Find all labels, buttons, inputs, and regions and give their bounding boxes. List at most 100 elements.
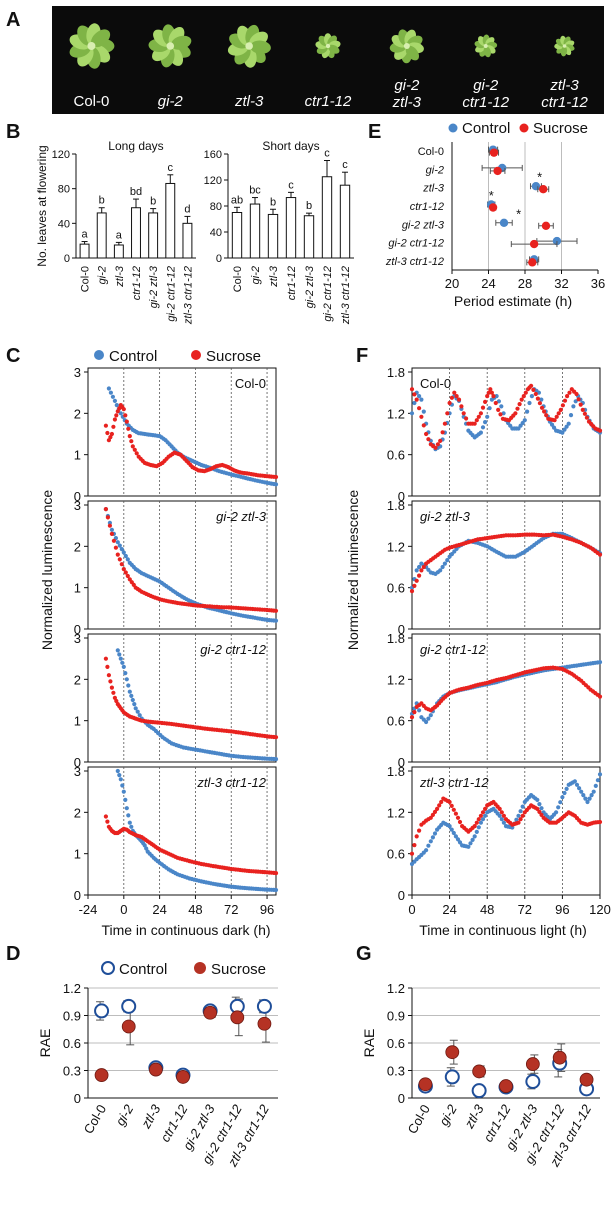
sucrose-luminescence-point [414, 834, 419, 839]
x-category-label: gi-2 ctr1-12 [165, 266, 177, 322]
sucrose-luminescence-point [556, 411, 561, 416]
sucrose-luminescence-point [542, 409, 547, 414]
rosette-leaf [483, 46, 491, 58]
panel-letter-g: G [356, 943, 372, 965]
sucrose-luminescence-point [544, 413, 549, 418]
control-luminescence-point [566, 421, 571, 426]
x-tick-label: 32 [554, 276, 568, 291]
sucrose-luminescence-point [453, 811, 458, 816]
sucrose-period-point [528, 258, 537, 267]
control-luminescence-point [581, 793, 586, 798]
control-luminescence-point [585, 799, 590, 805]
photo-genotype-label: ztl-3 [549, 77, 579, 94]
sucrose-luminescence-point [455, 815, 461, 820]
sucrose-period-point [539, 185, 548, 194]
bar [321, 176, 333, 259]
bar [96, 212, 107, 259]
sucrose-luminescence-point [119, 562, 124, 567]
bar [165, 182, 176, 259]
y-tick-label: 0 [74, 888, 81, 903]
sucrose-luminescence-point [121, 407, 126, 412]
sucrose-luminescence-point [478, 411, 483, 416]
rosette-leaf [405, 45, 420, 61]
control-luminescence-point [127, 689, 132, 694]
sucrose-luminescence-point [449, 803, 454, 809]
x-category-label: gi-2 [436, 1101, 460, 1128]
control-luminescence-point [571, 404, 576, 409]
sucrose-luminescence-point [447, 799, 452, 805]
control-luminescence-point [132, 702, 137, 707]
sucrose-luminescence-point [457, 819, 463, 825]
subpanel-genotype-label: Col-0 [420, 376, 451, 391]
sucrose-luminescence-point [456, 397, 462, 402]
y-tick-label: 1 [74, 714, 81, 729]
sucrose-luminescence-point [597, 428, 603, 433]
sucrose-luminescence-point [584, 415, 590, 420]
sucrose-luminescence-point [474, 820, 479, 825]
legend-sucrose-label: Sucrose [206, 348, 261, 365]
rosette-photo-1 [148, 24, 192, 68]
control-luminescence-point [466, 844, 471, 849]
sucrose-luminescence-point [515, 406, 520, 411]
x-tick-label: 0 [408, 902, 415, 917]
sucrose-luminescence-point [552, 418, 557, 423]
control-luminescence-point [426, 567, 431, 572]
sucrose-luminescence-point [106, 673, 111, 678]
control-luminescence-point [494, 394, 499, 399]
control-luminescence-point [117, 543, 122, 548]
x-tick-label: 48 [188, 902, 202, 917]
control-luminescence-point [562, 790, 567, 796]
sucrose-luminescence-point [103, 507, 108, 512]
sucrose-luminescence-point [432, 809, 438, 815]
control-luminescence-point [126, 683, 131, 688]
legend-control-label: Control [462, 120, 510, 137]
panel-b-long-days-chart: 0 40 80 120 Long days No. leaves at flowering… [35, 139, 196, 325]
y-tick-label: 1.2 [387, 981, 405, 996]
control-luminescence-point [273, 618, 279, 623]
sucrose-luminescence-point [419, 568, 424, 573]
subpanel-frame [411, 766, 601, 896]
sucrose-luminescence-point [576, 397, 581, 402]
legend-control-label: Control [119, 961, 167, 978]
subpanel-2: 0 0.6 1.2 1.8 gi-2 ctr1-12 [387, 631, 603, 770]
sucrose-luminescence-point [567, 390, 572, 395]
legend-sucrose-label: Sucrose [533, 120, 588, 137]
control-luminescence-point [115, 648, 120, 653]
sucrose-luminescence-point [497, 806, 502, 812]
control-luminescence-point [539, 397, 544, 402]
control-luminescence-point [110, 394, 115, 399]
control-luminescence-point [445, 558, 450, 563]
sucrose-period-point [488, 203, 498, 212]
bar [131, 207, 141, 259]
sucrose-luminescence-point [105, 430, 110, 436]
control-luminescence-point [556, 805, 561, 810]
sucrose-period-point [489, 148, 499, 157]
y-tick-label: 0.6 [63, 1036, 81, 1051]
significance-letter: b [270, 196, 276, 208]
subpanel-0: 0 1 2 3 Col-0 [74, 365, 279, 504]
significance-star: * [537, 170, 542, 185]
sucrose-luminescence-point [114, 413, 119, 418]
control-luminescence-point [537, 802, 542, 807]
sucrose-luminescence-point [582, 411, 588, 416]
y-category-label: ctr1-12 [410, 201, 444, 213]
y-tick-label: 0.6 [387, 1036, 405, 1051]
x-axis-title: Time in continuous light (h) [419, 922, 587, 938]
sucrose-luminescence-point [414, 397, 419, 402]
control-luminescence-point [121, 664, 126, 670]
control-luminescence-point [412, 400, 417, 406]
control-rae-point [444, 1069, 460, 1085]
control-luminescence-point [474, 829, 479, 835]
y-category-label: ztl-3 [422, 183, 445, 195]
legend-control-marker [448, 123, 458, 133]
sucrose-luminescence-point [442, 421, 447, 426]
x-tick-label: 0 [120, 902, 127, 917]
panel-letter-d: D [6, 943, 20, 965]
y-axis-title: Normalized luminescence [345, 490, 361, 651]
bar [182, 222, 193, 259]
y-tick-label: 0.9 [387, 1009, 405, 1024]
x-tick-label: 48 [480, 902, 494, 917]
y-axis-title: RAE [361, 1029, 377, 1058]
y-tick-label: 1.8 [387, 631, 405, 646]
